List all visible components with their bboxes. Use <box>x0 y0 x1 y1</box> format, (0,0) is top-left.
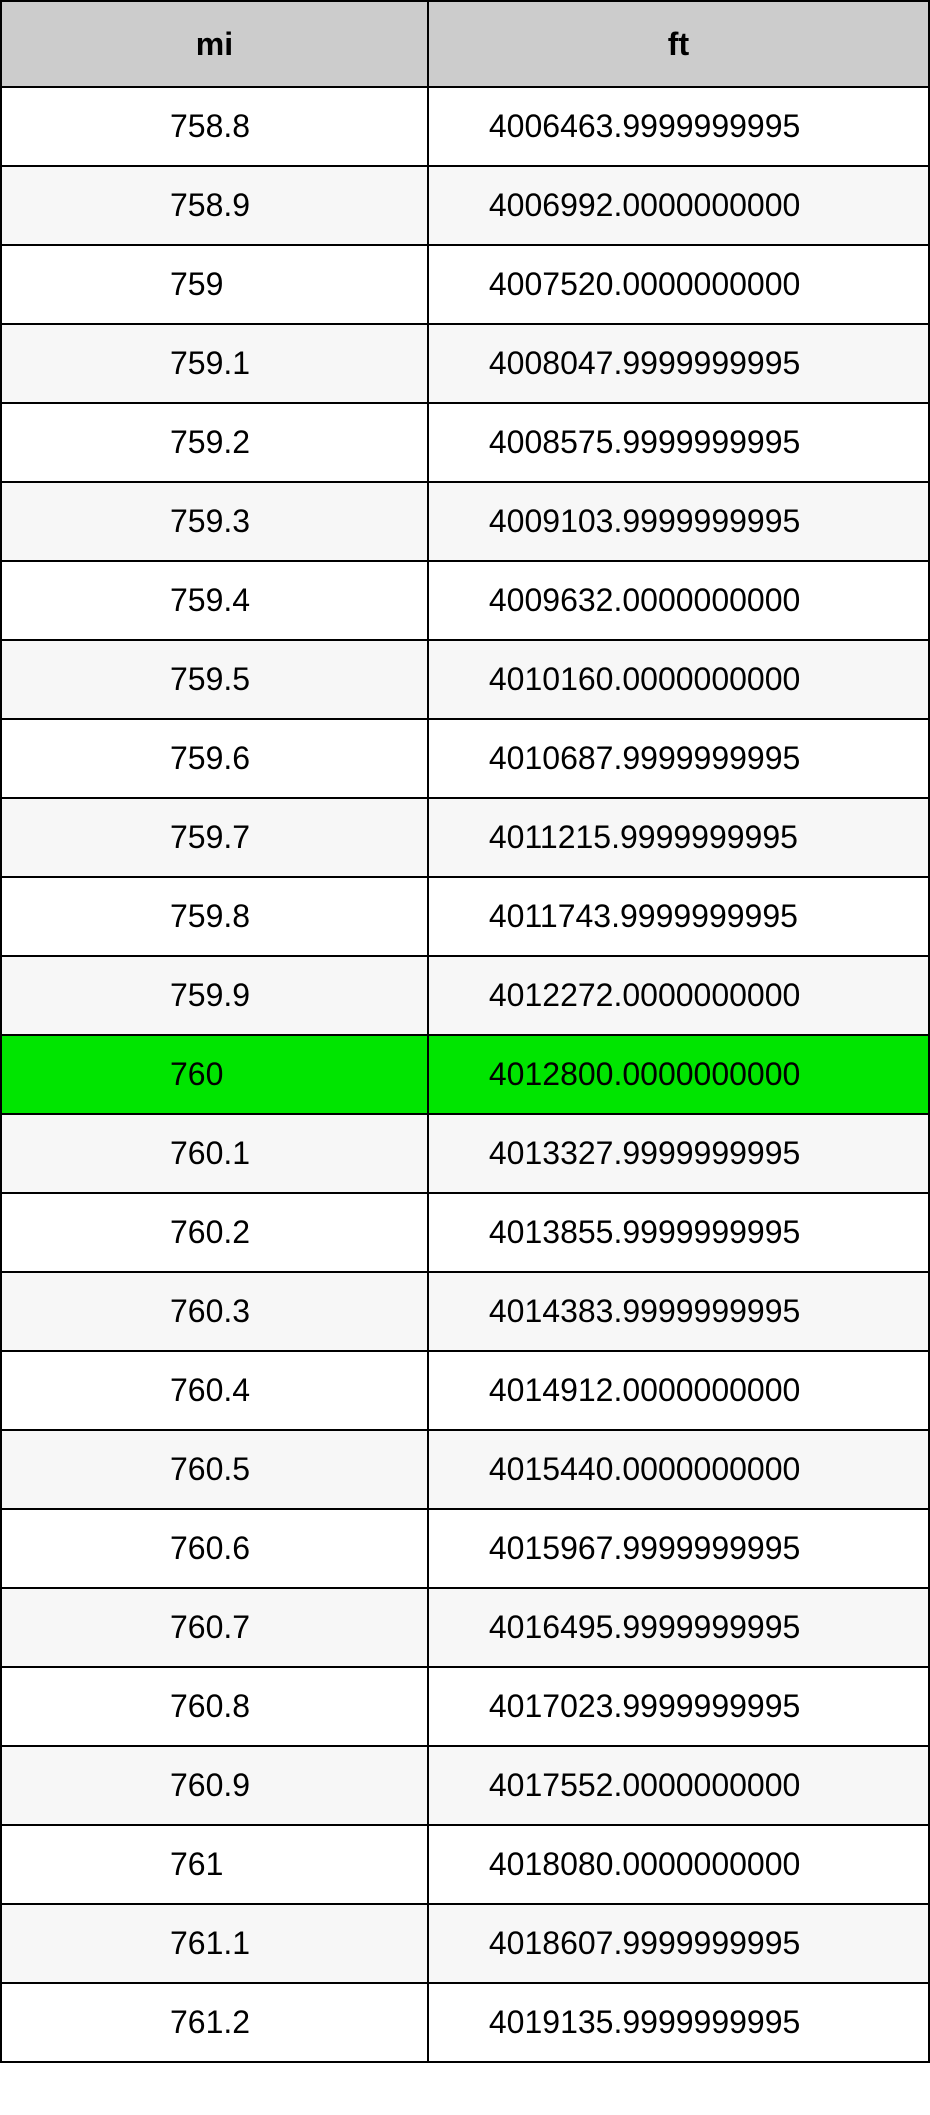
cell-ft: 4018080.0000000000 <box>428 1825 929 1904</box>
table-row: 7614018080.0000000000 <box>1 1825 929 1904</box>
table-row: 761.24019135.9999999995 <box>1 1983 929 2062</box>
cell-ft: 4016495.9999999995 <box>428 1588 929 1667</box>
cell-ft: 4018607.9999999995 <box>428 1904 929 1983</box>
cell-mi: 761.1 <box>1 1904 428 1983</box>
table-row: 759.64010687.9999999995 <box>1 719 929 798</box>
cell-mi: 761.2 <box>1 1983 428 2062</box>
table-row: 760.44014912.0000000000 <box>1 1351 929 1430</box>
table-row: 760.14013327.9999999995 <box>1 1114 929 1193</box>
cell-mi: 759.4 <box>1 561 428 640</box>
cell-mi: 758.8 <box>1 87 428 166</box>
column-header-mi: mi <box>1 1 428 87</box>
table-row: 759.14008047.9999999995 <box>1 324 929 403</box>
table-body: 758.84006463.9999999995758.94006992.0000… <box>1 87 929 2062</box>
cell-ft: 4014383.9999999995 <box>428 1272 929 1351</box>
cell-ft: 4015967.9999999995 <box>428 1509 929 1588</box>
table-row: 759.24008575.9999999995 <box>1 403 929 482</box>
cell-mi: 758.9 <box>1 166 428 245</box>
table-row: 760.94017552.0000000000 <box>1 1746 929 1825</box>
cell-ft: 4012272.0000000000 <box>428 956 929 1035</box>
cell-ft: 4007520.0000000000 <box>428 245 929 324</box>
cell-mi: 759.5 <box>1 640 428 719</box>
table-row: 760.64015967.9999999995 <box>1 1509 929 1588</box>
table-row: 7604012800.0000000000 <box>1 1035 929 1114</box>
cell-mi: 760.9 <box>1 1746 428 1825</box>
cell-mi: 759.3 <box>1 482 428 561</box>
cell-ft: 4009632.0000000000 <box>428 561 929 640</box>
cell-mi: 760.3 <box>1 1272 428 1351</box>
cell-ft: 4014912.0000000000 <box>428 1351 929 1430</box>
cell-mi: 760 <box>1 1035 428 1114</box>
cell-mi: 760.2 <box>1 1193 428 1272</box>
table-row: 758.84006463.9999999995 <box>1 87 929 166</box>
table-row: 759.74011215.9999999995 <box>1 798 929 877</box>
cell-ft: 4010160.0000000000 <box>428 640 929 719</box>
cell-mi: 759.2 <box>1 403 428 482</box>
cell-ft: 4017552.0000000000 <box>428 1746 929 1825</box>
table-row: 759.44009632.0000000000 <box>1 561 929 640</box>
cell-ft: 4011215.9999999995 <box>428 798 929 877</box>
cell-ft: 4006463.9999999995 <box>428 87 929 166</box>
table-row: 760.24013855.9999999995 <box>1 1193 929 1272</box>
table-row: 759.84011743.9999999995 <box>1 877 929 956</box>
cell-mi: 759.7 <box>1 798 428 877</box>
table-row: 759.54010160.0000000000 <box>1 640 929 719</box>
cell-mi: 761 <box>1 1825 428 1904</box>
cell-ft: 4009103.9999999995 <box>428 482 929 561</box>
table-row: 760.34014383.9999999995 <box>1 1272 929 1351</box>
cell-mi: 760.4 <box>1 1351 428 1430</box>
cell-mi: 760.8 <box>1 1667 428 1746</box>
table-row: 759.34009103.9999999995 <box>1 482 929 561</box>
table-row: 760.84017023.9999999995 <box>1 1667 929 1746</box>
cell-mi: 760.7 <box>1 1588 428 1667</box>
cell-mi: 759.9 <box>1 956 428 1035</box>
cell-mi: 759.8 <box>1 877 428 956</box>
cell-ft: 4017023.9999999995 <box>428 1667 929 1746</box>
cell-ft: 4015440.0000000000 <box>428 1430 929 1509</box>
cell-mi: 759.6 <box>1 719 428 798</box>
table-row: 760.54015440.0000000000 <box>1 1430 929 1509</box>
cell-mi: 760.1 <box>1 1114 428 1193</box>
table-row: 760.74016495.9999999995 <box>1 1588 929 1667</box>
column-header-ft: ft <box>428 1 929 87</box>
table-header-row: mi ft <box>1 1 929 87</box>
cell-ft: 4011743.9999999995 <box>428 877 929 956</box>
table-row: 761.14018607.9999999995 <box>1 1904 929 1983</box>
cell-ft: 4013327.9999999995 <box>428 1114 929 1193</box>
table-row: 759.94012272.0000000000 <box>1 956 929 1035</box>
table-row: 7594007520.0000000000 <box>1 245 929 324</box>
cell-ft: 4010687.9999999995 <box>428 719 929 798</box>
cell-ft: 4006992.0000000000 <box>428 166 929 245</box>
conversion-table: mi ft 758.84006463.9999999995758.9400699… <box>0 0 930 2063</box>
table-row: 758.94006992.0000000000 <box>1 166 929 245</box>
cell-mi: 759 <box>1 245 428 324</box>
cell-ft: 4019135.9999999995 <box>428 1983 929 2062</box>
cell-mi: 760.5 <box>1 1430 428 1509</box>
cell-ft: 4013855.9999999995 <box>428 1193 929 1272</box>
cell-ft: 4008047.9999999995 <box>428 324 929 403</box>
cell-mi: 760.6 <box>1 1509 428 1588</box>
cell-ft: 4008575.9999999995 <box>428 403 929 482</box>
cell-mi: 759.1 <box>1 324 428 403</box>
cell-ft: 4012800.0000000000 <box>428 1035 929 1114</box>
